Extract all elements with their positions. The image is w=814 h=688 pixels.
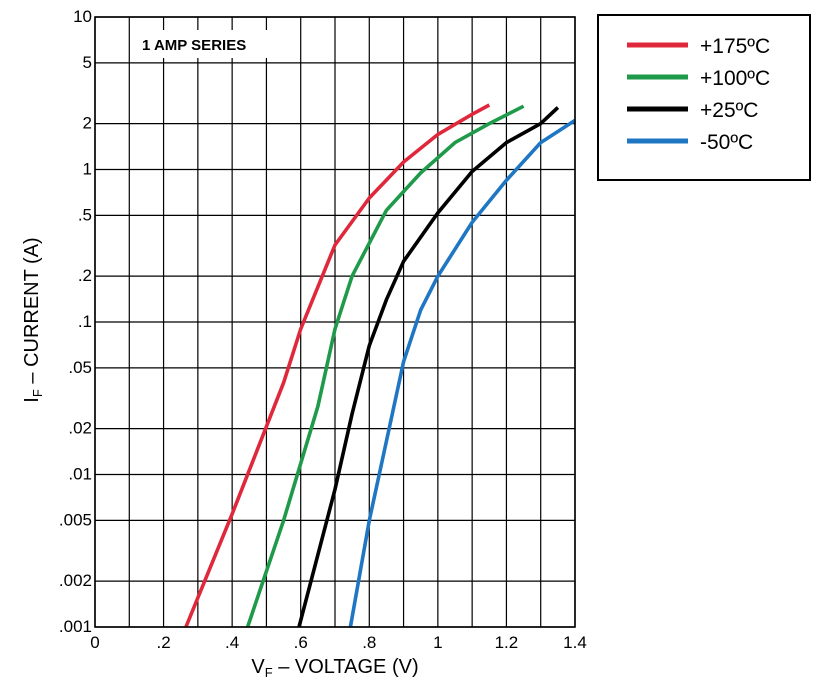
plot-frame — [94, 16, 576, 628]
x-axis-title-sub: F — [265, 665, 273, 680]
y-tick-label: .05 — [68, 358, 92, 377]
y-tick-label: 2 — [83, 114, 92, 133]
y-tick-label: .002 — [59, 571, 92, 590]
y-tick-label: .2 — [78, 266, 92, 285]
y-axis-title-main: I — [21, 397, 43, 403]
legend-label: +25ºC — [700, 99, 758, 122]
x-tick-label: .8 — [362, 633, 376, 652]
legend: +175ºC +100ºC +25ºC -50ºC — [597, 14, 811, 181]
y-tick-label: .005 — [59, 510, 92, 529]
series-group — [184, 103, 576, 628]
y-tick-label: 5 — [83, 53, 92, 72]
x-tick-label: .4 — [225, 633, 239, 652]
y-tick-label: .01 — [68, 465, 92, 484]
y-tick-label: .5 — [78, 205, 92, 224]
series-line — [184, 103, 491, 628]
legend-label: -50ºC — [700, 131, 753, 154]
plot-border — [94, 16, 576, 628]
y-tick-label: 1 — [83, 160, 92, 179]
legend-label: +100ºC — [700, 67, 770, 90]
y-axis-title-sub: F — [30, 389, 45, 397]
y-axis-title-rest: – CURRENT (A) — [21, 237, 43, 389]
x-tick-label: 0 — [90, 633, 99, 652]
chart-title: 1 AMP SERIES — [142, 37, 246, 54]
y-axis-title: IF – CURRENT (A) — [21, 237, 45, 402]
tick-labels: 0 .2 .4 .6 .8 1 1.2 1.4 10 5 2 1 .5 .2 .1 .05 .02 .01 .005… — [59, 7, 587, 652]
legend-label: +175ºC — [700, 35, 770, 58]
y-tick-label: .02 — [68, 419, 92, 438]
x-tick-label: 1 — [433, 633, 442, 652]
x-tick-label: .2 — [156, 633, 170, 652]
x-tick-label: 1.4 — [563, 633, 587, 652]
x-tick-label: 1.2 — [495, 633, 519, 652]
series-line — [297, 106, 560, 628]
inset-title-background — [130, 30, 270, 58]
series-line — [245, 104, 525, 628]
x-axis-title: VF – VOLTAGE (V) — [251, 656, 418, 680]
x-tick-label: .6 — [294, 633, 308, 652]
y-tick-label: 10 — [73, 7, 92, 26]
x-axis-title-main: V — [251, 656, 265, 678]
legend-box — [597, 14, 811, 181]
y-tick-label: .1 — [78, 312, 92, 331]
grid — [94, 16, 576, 628]
series-line — [348, 118, 576, 628]
x-axis-title-rest: – VOLTAGE (V) — [273, 656, 419, 678]
y-tick-label: .001 — [59, 617, 92, 636]
